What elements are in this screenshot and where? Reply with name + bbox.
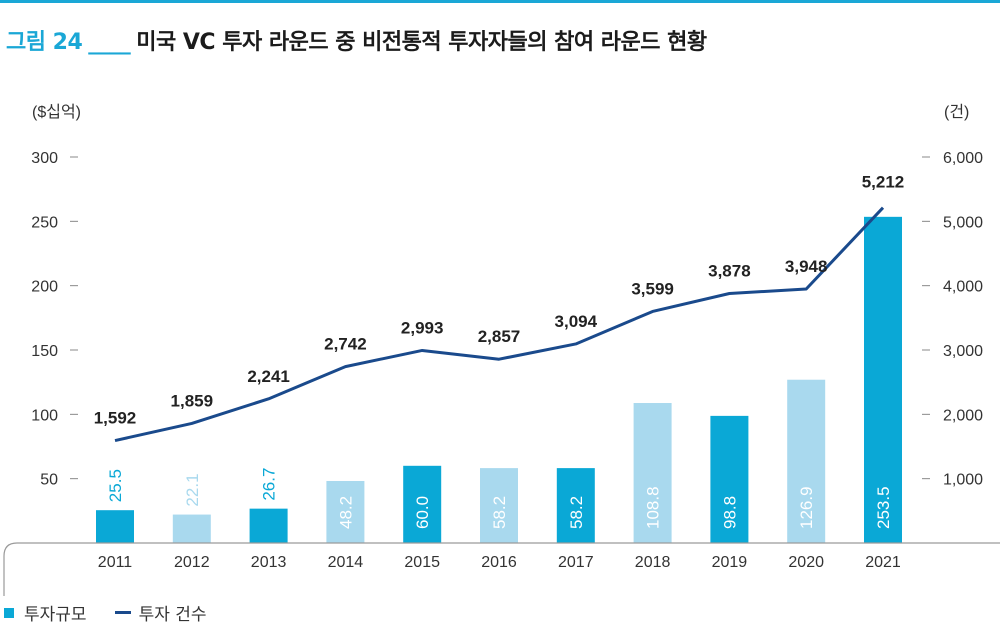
bar-2012 <box>172 514 211 543</box>
bar-2021 <box>864 216 902 543</box>
x-axis-frame <box>3 542 1000 596</box>
line-value-label: 3,948 <box>785 257 828 276</box>
bar-value-label: 126.9 <box>797 486 816 529</box>
figure-number: 그림 24 <box>6 30 83 55</box>
bar-value-label: 58.2 <box>567 496 586 529</box>
line-value-label: 3,094 <box>555 312 598 331</box>
bar-value-label: 48.2 <box>336 496 355 529</box>
line-value-label: 2,993 <box>401 318 444 337</box>
x-tick-label: 2019 <box>712 554 748 571</box>
legend-line-swatch <box>114 611 131 614</box>
x-tick-label: 2021 <box>865 554 901 571</box>
y-left-tick-label: 50 <box>40 472 58 489</box>
x-tick-label: 2012 <box>174 554 210 571</box>
x-tick-label: 2018 <box>635 554 671 571</box>
top-accent-rule <box>0 0 1000 3</box>
y-right-tick-label: 4,000 <box>943 279 983 296</box>
y-left-tick-label: 100 <box>31 407 58 424</box>
bar-2014 <box>326 480 365 543</box>
chart-legend: 투자규모 투자 건수 <box>4 600 207 625</box>
bar-2011 <box>96 510 134 543</box>
line-value-label: 2,857 <box>478 327 521 346</box>
x-tick-label: 2017 <box>558 554 594 571</box>
y-right-tick-label: 3,000 <box>943 343 983 360</box>
figure-separator: ____ <box>88 30 131 55</box>
bar-2015 <box>403 465 442 543</box>
y-right-unit-label: (건) <box>944 103 969 121</box>
figure-title-text: 미국 VC 투자 라운드 중 비전통적 투자자들의 참여 라운드 현황 <box>136 30 707 55</box>
bar-value-label: 108.8 <box>644 486 663 529</box>
bar-2019 <box>710 415 749 543</box>
line-value-label: 3,599 <box>631 279 674 298</box>
y-right-tick-label: 1,000 <box>943 472 983 489</box>
y-right-tick-label: 5,000 <box>943 214 983 231</box>
x-tick-label: 2014 <box>328 554 364 571</box>
y-left-tick-label: 200 <box>31 279 58 296</box>
legend-line-label: 투자 건수 <box>138 605 207 625</box>
bar-value-label: 22.1 <box>183 473 202 506</box>
x-tick-label: 2020 <box>788 554 824 571</box>
x-tick-label: 2015 <box>404 554 440 571</box>
line-value-label: 1,592 <box>94 409 137 428</box>
line-value-label: 2,241 <box>247 367 290 386</box>
y-left-tick-label: 250 <box>31 214 58 231</box>
bar-2017 <box>556 468 595 543</box>
bar-2018 <box>633 403 672 543</box>
bar-value-label: 253.5 <box>874 486 893 529</box>
x-tick-label: 2013 <box>251 554 287 571</box>
bar-2013 <box>249 508 288 543</box>
bar-value-label: 58.2 <box>490 496 509 529</box>
bar-value-label: 25.5 <box>106 469 125 502</box>
line-value-label: 2,742 <box>324 335 367 354</box>
line-value-label: 3,878 <box>708 262 751 281</box>
figure-title: 그림 24 ____ 미국 VC 투자 라운드 중 비전통적 투자자들의 참여 라운… <box>6 24 707 56</box>
bar-value-label: 26.7 <box>260 468 279 501</box>
line-value-label: 1,859 <box>171 391 214 410</box>
legend-bar-swatch <box>4 607 14 618</box>
bar-value-label: 98.8 <box>720 496 739 529</box>
bar-2020 <box>787 379 826 543</box>
legend-bar-label: 투자규모 <box>24 605 87 625</box>
line-series-investment-count <box>114 206 885 443</box>
y-right-tick-label: 6,000 <box>943 150 983 167</box>
bar-2016 <box>480 468 518 543</box>
y-left-tick-label: 150 <box>31 343 58 360</box>
y-left-tick-label: 300 <box>31 150 58 167</box>
line-value-label: 5,212 <box>862 173 905 192</box>
x-tick-label: 2016 <box>481 554 517 571</box>
y-left-unit-label: ($십억) <box>32 103 81 121</box>
bar-value-label: 60.0 <box>413 496 432 529</box>
y-right-tick-label: 2,000 <box>943 407 983 424</box>
x-tick-label: 2011 <box>98 554 133 571</box>
